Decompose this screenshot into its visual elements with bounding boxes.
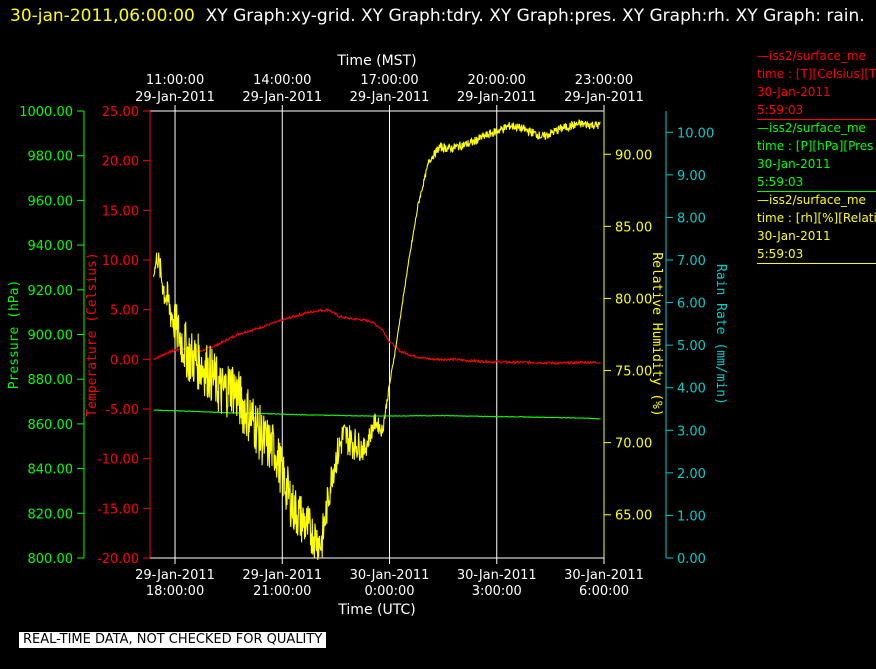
pressure-tick-label: 900.00: [28, 329, 74, 344]
series-line-rh: [153, 118, 601, 561]
legend-time: 5:59:03: [757, 103, 804, 117]
x-tick-label-date: 29-Jan-2011: [135, 568, 215, 583]
x-top-tick-label-date: 29-Jan-2011: [350, 90, 430, 105]
x-tick-label-date: 30-Jan-2011: [564, 568, 644, 583]
temperature-tick-label: 0.00: [110, 353, 139, 368]
legend-line1: —iss2/surface_me: [757, 49, 866, 63]
x-top-tick-label-date: 29-Jan-2011: [135, 90, 215, 105]
x-top-tick-label-time: 17:00:00: [360, 73, 418, 88]
x-top-tick-label-time: 11:00:00: [146, 73, 204, 88]
pressure-tick-label: 960.00: [28, 194, 74, 209]
x-top-tick-label-time: 23:00:00: [575, 73, 633, 88]
rain-tick-label: 6.00: [677, 297, 706, 312]
rain-tick-label: 7.00: [677, 254, 706, 269]
temperature-tick-label: -15.00: [97, 502, 139, 517]
rain-tick-label: 8.00: [677, 211, 706, 226]
legend-separator: [757, 191, 876, 192]
legend-separator: [757, 263, 876, 264]
humidity-tick-label: 65.00: [615, 509, 652, 524]
pressure-tick-label: 820.00: [28, 507, 74, 522]
pressure-tick-label: 880.00: [28, 373, 74, 388]
timestamp: 30-jan-2011,06:00:00: [10, 6, 195, 26]
temperature-tick-label: 10.00: [102, 254, 139, 269]
header-title: 30-jan-2011,06:00:00 XY Graph:xy-grid. X…: [10, 2, 870, 31]
pressure-tick-label: 920.00: [28, 284, 74, 299]
rain-tick-label: 0.00: [677, 552, 706, 567]
rain-tick-label: 3.00: [677, 424, 706, 439]
x-top-tick-label-date: 29-Jan-2011: [457, 90, 537, 105]
pressure-tick-label: 1000.00: [19, 105, 73, 120]
legend-time: 5:59:03: [757, 175, 804, 189]
pressure-tick-label: 860.00: [28, 418, 74, 433]
x-top-tick-label-time: 14:00:00: [253, 73, 311, 88]
rain-tick-label: 9.00: [677, 169, 706, 184]
series-line-t: [153, 308, 601, 366]
quality-notice: REAL-TIME DATA, NOT CHECKED FOR QUALITY: [19, 632, 327, 648]
pressure-tick-label: 980.00: [28, 150, 74, 165]
x-axis-label-utc: Time (UTC): [337, 602, 415, 618]
humidity-tick-label: 90.00: [615, 148, 652, 163]
legend-date: 30-Jan-2011: [757, 229, 831, 243]
rain-axis-label: Rain Rate (mm/min): [713, 264, 728, 405]
legend-line2: time : [rh][%][Relati: [757, 211, 876, 225]
legend-time: 5:59:03: [757, 247, 804, 261]
x-tick-label-date: 29-Jan-2011: [242, 568, 322, 583]
x-axis-label-mst: Time (MST): [336, 53, 416, 69]
x-tick-label-time: 3:00:00: [472, 584, 522, 599]
legend-line1: —iss2/surface_me: [757, 121, 866, 135]
x-tick-label-time: 0:00:00: [364, 584, 414, 599]
pressure-axis-label: Pressure (hPa): [7, 280, 22, 390]
temperature-tick-label: 20.00: [102, 155, 139, 170]
x-top-tick-label-date: 29-Jan-2011: [564, 90, 644, 105]
x-tick-label-time: 6:00:00: [579, 584, 629, 599]
humidity-tick-label: 75.00: [615, 365, 652, 380]
temperature-tick-label: 25.00: [102, 105, 139, 120]
series-line-p: [153, 409, 601, 420]
pressure-tick-label: 800.00: [28, 552, 74, 567]
pressure-tick-label: 940.00: [28, 239, 74, 254]
legend-line2: time : [T][Celsius][T: [757, 67, 876, 81]
x-tick-label-date: 30-Jan-2011: [457, 568, 537, 583]
temperature-tick-label: -20.00: [97, 552, 139, 567]
temperature-tick-label: -5.00: [105, 403, 139, 418]
x-top-tick-label-time: 20:00:00: [468, 73, 526, 88]
x-tick-label-time: 18:00:00: [146, 584, 204, 599]
x-top-tick-label-date: 29-Jan-2011: [242, 90, 322, 105]
humidity-axis-label: Relative Humidity (%): [649, 252, 664, 416]
temperature-tick-label: -10.00: [97, 453, 139, 468]
legend-date: 30-Jan-2011: [757, 85, 831, 99]
humidity-tick-label: 70.00: [615, 437, 652, 452]
rain-tick-label: 10.00: [677, 126, 714, 141]
legend-line2: time : [P][hPa][Pres: [757, 139, 874, 153]
legend-date: 30-Jan-2011: [757, 157, 831, 171]
rain-tick-label: 5.00: [677, 339, 706, 354]
legend-line1: —iss2/surface_me: [757, 193, 866, 207]
x-tick-label-time: 21:00:00: [253, 584, 311, 599]
rain-tick-label: 2.00: [677, 467, 706, 482]
x-tick-label-date: 30-Jan-2011: [350, 568, 430, 583]
graph-titles: XY Graph:xy-grid. XY Graph:tdry. XY Grap…: [205, 6, 865, 26]
rain-tick-label: 1.00: [677, 509, 706, 524]
temperature-axis-label: Temperature (Celsius): [85, 252, 100, 416]
rain-tick-label: 4.00: [677, 382, 706, 397]
legend-separator: [757, 119, 876, 120]
pressure-tick-label: 840.00: [28, 463, 74, 478]
humidity-tick-label: 85.00: [615, 220, 652, 235]
temperature-tick-label: 15.00: [102, 204, 139, 219]
temperature-tick-label: 5.00: [110, 304, 139, 319]
humidity-tick-label: 80.00: [615, 292, 652, 307]
